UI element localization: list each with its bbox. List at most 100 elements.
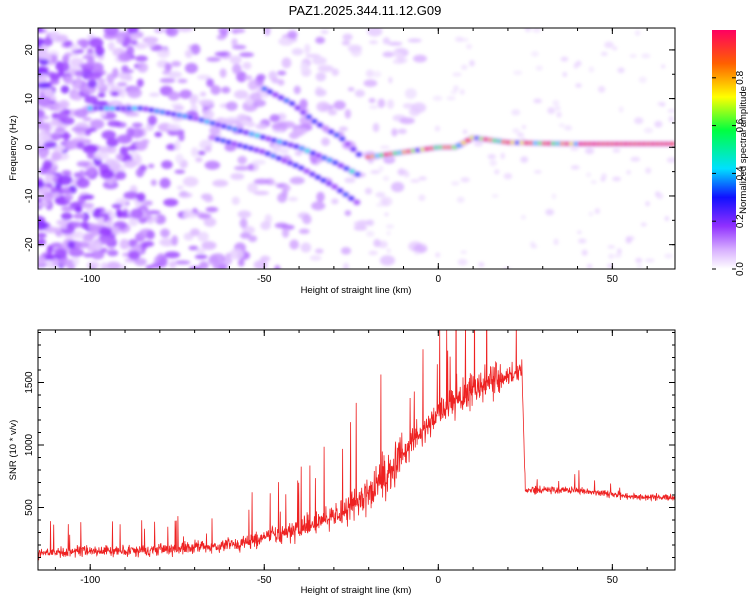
colorbar-tick-label: 0.8 [735,70,746,84]
heatmap-speckle [167,91,180,101]
heatmap-speckle [127,28,139,35]
heatmap-cell [306,114,312,119]
heatmap-speckle [231,28,246,34]
heatmap-speckle [459,89,465,95]
heatmap-speckle [43,37,53,47]
heatmap-speckle [108,246,115,251]
snr-x-label: Height of straight line (km) [301,585,412,596]
heatmap-speckle [177,78,188,84]
heatmap-speckle [292,127,308,135]
heatmap-speckle [533,170,542,174]
heatmap-speckle [173,105,185,111]
heatmap-speckle [612,148,621,153]
heatmap-speckle [184,49,193,59]
heatmap-speckle [74,108,88,118]
heatmap-speckle [62,54,70,64]
heatmap-speckle [105,219,113,228]
heatmap-speckle [150,179,157,186]
heatmap-speckle [207,78,215,88]
heatmap-speckle [533,98,542,104]
heatmap-speckle [500,152,505,160]
heatmap-speckle [174,169,186,174]
heatmap-speckle [107,120,122,127]
heatmap-cell [326,158,333,163]
heatmap-speckle [338,126,348,132]
heatmap-speckle [63,131,70,142]
heatmap-cell [342,192,349,197]
heatmap-speckle [199,261,209,269]
heatmap-speckle [126,127,135,138]
heatmap-speckle [575,83,582,88]
heatmap-speckle [98,82,106,88]
heatmap-speckle [278,37,294,46]
heatmap-speckle [93,151,110,160]
heatmap-speckle [512,128,520,134]
heatmap-speckle [327,109,338,116]
heatmap-speckle [586,263,593,269]
heatmap-speckle [287,30,298,40]
heatmap-speckle [51,112,60,119]
heatmap-speckle [60,222,67,230]
heatmap-speckle [354,89,365,98]
heatmap-speckle [147,219,154,225]
heatmap-cell [154,108,160,114]
heatmap-speckle [38,238,47,246]
heatmap-speckle [95,45,105,57]
y-tick-label: 500 [24,499,35,516]
heatmap-speckle [80,221,89,230]
heatmap-speckle [618,106,624,113]
heatmap-speckle [71,126,88,132]
heatmap-speckle [145,265,154,269]
heatmap-speckle [376,203,385,207]
heatmap-speckle [108,212,117,220]
heatmap-speckle [57,175,73,186]
heatmap-speckle [366,219,375,227]
heatmap-cell [131,106,138,111]
heatmap-speckle [54,127,66,133]
heatmap-speckle [190,147,199,157]
heatmap-speckle [123,159,137,169]
heatmap-speckle [237,155,248,165]
heatmap-speckle [239,52,255,58]
heatmap-speckle [390,181,405,193]
heatmap-cell [348,196,355,201]
heatmap-speckle [38,180,45,189]
y-tick-label: 1500 [24,371,35,394]
heatmap-speckle [212,179,229,187]
heatmap-speckle [115,171,127,180]
snr-x-ticks: -100 -50 0 50 [54,330,648,586]
heatmap-speckle [123,191,139,200]
heatmap-speckle [87,232,98,238]
heatmap-cell [126,106,132,111]
heatmap-speckle [277,70,287,76]
heatmap-speckle [281,188,288,198]
heatmap-speckle [309,255,322,261]
heatmap-speckle [160,228,170,238]
heatmap-speckle [159,177,171,189]
heatmap-speckle [645,201,650,207]
heatmap-speckle [489,159,497,167]
heatmap-speckle [272,142,281,154]
heatmap-speckle [304,43,311,55]
heatmap-speckle [384,212,389,217]
heatmap-speckle [403,171,410,178]
heatmap-cell [322,126,329,131]
heatmap-speckle [147,163,155,169]
heatmap-speckle [63,75,74,85]
heatmap-cell [98,106,105,111]
heatmap-speckle [61,212,73,221]
heatmap-cell [187,115,194,120]
heatmap-speckle [386,231,391,236]
heatmap-speckle [229,55,242,65]
heatmap-speckle [174,140,181,151]
heatmap-speckle [460,250,468,254]
heatmap-cell [299,146,305,151]
heatmap-speckle [101,130,116,140]
heatmap-speckle [107,41,115,51]
x-tick-label: -50 [257,575,272,586]
heatmap-speckle [167,71,182,79]
heatmap-speckle [74,206,83,214]
heatmap-cell [282,141,288,146]
heatmap-speckle [58,69,65,77]
